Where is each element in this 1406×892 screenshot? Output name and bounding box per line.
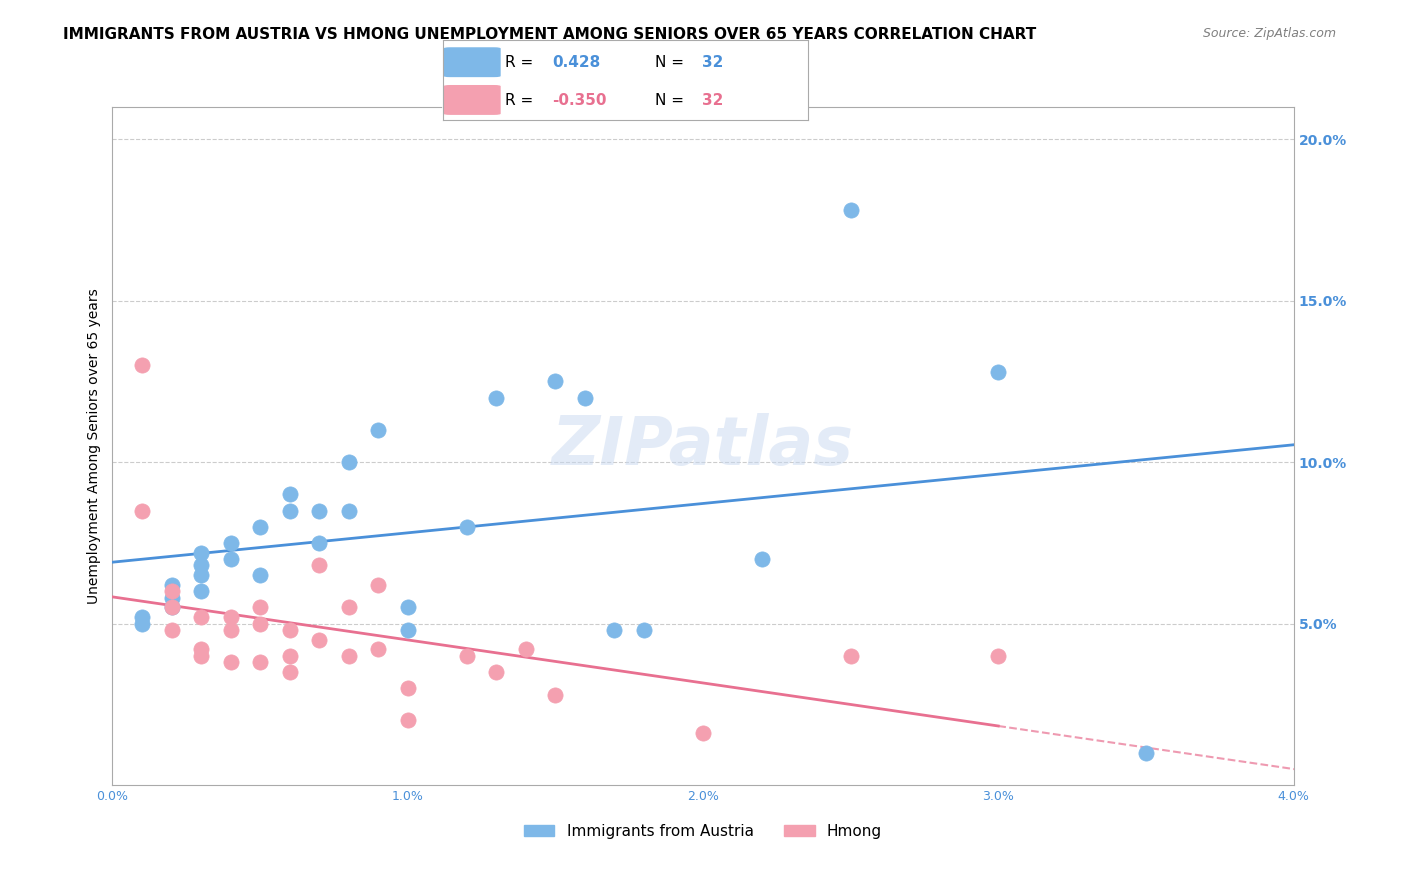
Point [633, 623, 655, 637]
FancyBboxPatch shape [443, 46, 502, 78]
Point [456, 648, 478, 663]
Point [987, 648, 1010, 663]
Point [278, 623, 301, 637]
Text: N =: N = [655, 93, 683, 108]
Point [337, 600, 360, 615]
Point [131, 610, 153, 624]
Point [249, 616, 271, 631]
Point [396, 714, 419, 728]
Point [485, 665, 508, 679]
Point [249, 655, 271, 669]
Point [249, 519, 271, 533]
Point [190, 584, 212, 599]
Point [337, 648, 360, 663]
Text: N =: N = [655, 55, 683, 70]
Point [692, 726, 714, 740]
Point [308, 503, 330, 517]
Point [190, 545, 212, 559]
Point [515, 642, 537, 657]
Point [131, 616, 153, 631]
Point [219, 655, 242, 669]
Text: ZIPatlas: ZIPatlas [553, 413, 853, 479]
Point [839, 648, 862, 663]
Point [190, 610, 212, 624]
Point [367, 642, 389, 657]
Point [190, 568, 212, 582]
Point [396, 681, 419, 695]
Point [308, 536, 330, 550]
Point [160, 600, 183, 615]
Point [160, 584, 183, 599]
Point [131, 503, 153, 517]
FancyBboxPatch shape [443, 85, 502, 116]
Text: Source: ZipAtlas.com: Source: ZipAtlas.com [1202, 27, 1336, 40]
Point [603, 623, 626, 637]
Point [396, 600, 419, 615]
Point [987, 365, 1010, 379]
Point [278, 487, 301, 501]
Point [249, 568, 271, 582]
Point [574, 391, 596, 405]
Point [751, 552, 773, 566]
Point [190, 648, 212, 663]
Point [160, 600, 183, 615]
Point [190, 558, 212, 573]
Point [367, 423, 389, 437]
Point [219, 552, 242, 566]
Point [160, 623, 183, 637]
Point [337, 503, 360, 517]
Point [396, 623, 419, 637]
Text: -0.350: -0.350 [553, 93, 607, 108]
Legend: Immigrants from Austria, Hmong: Immigrants from Austria, Hmong [517, 818, 889, 845]
Text: R =: R = [505, 93, 533, 108]
Text: 32: 32 [703, 55, 724, 70]
Point [456, 519, 478, 533]
Point [278, 503, 301, 517]
Point [308, 632, 330, 647]
Point [278, 665, 301, 679]
Point [839, 203, 862, 218]
Point [278, 648, 301, 663]
Point [160, 578, 183, 592]
Text: 0.428: 0.428 [553, 55, 600, 70]
Point [160, 591, 183, 605]
Point [190, 642, 212, 657]
Point [219, 623, 242, 637]
Point [219, 610, 242, 624]
Point [544, 375, 567, 389]
Text: 32: 32 [703, 93, 724, 108]
Point [367, 578, 389, 592]
Point [219, 536, 242, 550]
Point [544, 688, 567, 702]
Point [131, 359, 153, 373]
Text: R =: R = [505, 55, 533, 70]
Point [249, 600, 271, 615]
Point [1135, 746, 1157, 760]
Text: IMMIGRANTS FROM AUSTRIA VS HMONG UNEMPLOYMENT AMONG SENIORS OVER 65 YEARS CORREL: IMMIGRANTS FROM AUSTRIA VS HMONG UNEMPLO… [63, 27, 1036, 42]
Y-axis label: Unemployment Among Seniors over 65 years: Unemployment Among Seniors over 65 years [87, 288, 101, 604]
Point [337, 455, 360, 469]
Point [308, 558, 330, 573]
Point [485, 391, 508, 405]
